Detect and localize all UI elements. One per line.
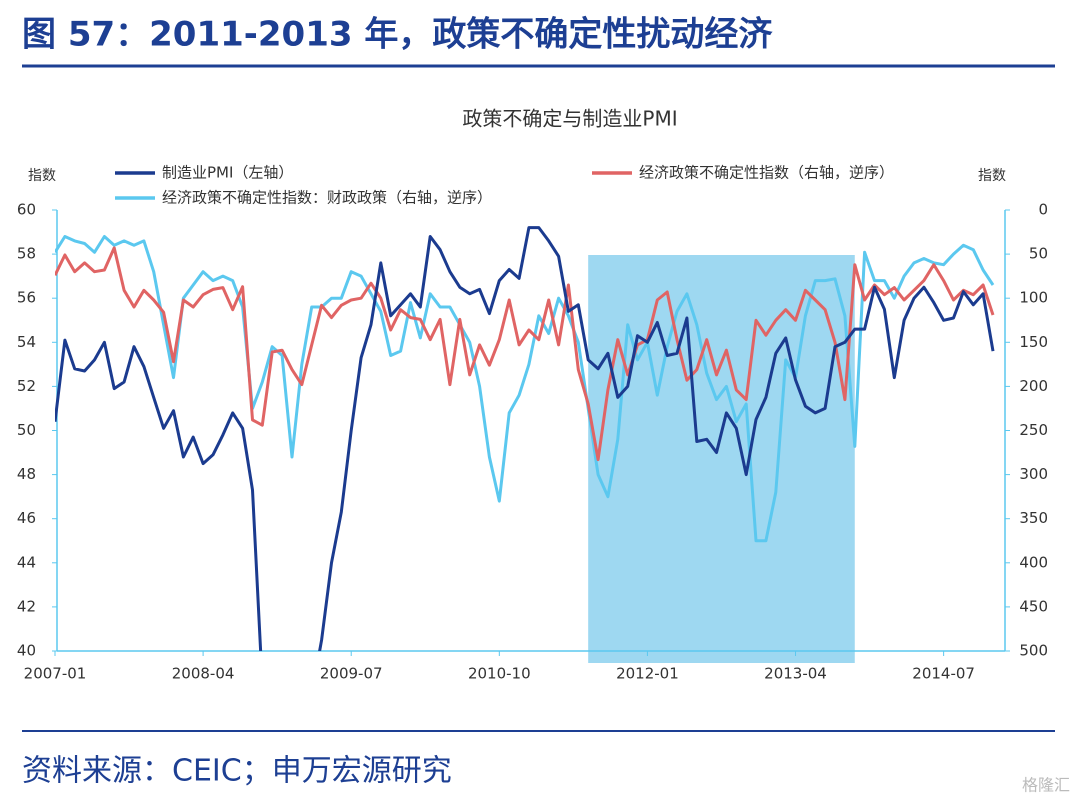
y-tick-label: 44 [17, 553, 36, 571]
x-tick-label: 2008-04 [172, 665, 235, 683]
y2-tick-label: 100 [1019, 289, 1048, 307]
y-tick-label: 56 [17, 289, 36, 307]
y2-tick-label: 450 [1019, 597, 1048, 615]
y2-tick-label: 500 [1019, 642, 1048, 660]
y2-axis-label: 指数 [978, 168, 1006, 184]
shaded-period [588, 255, 855, 663]
source: 资料来源：CEIC；申万宏源研究 [22, 754, 452, 789]
page-title: 图 57：2011-2013 年，政策不确定性扰动经济 [22, 15, 773, 55]
x-tick-label: 2010-10 [468, 665, 531, 683]
x-tick-label: 2009-07 [320, 665, 383, 683]
y-tick-label: 42 [17, 597, 36, 615]
y2-tick-label: 400 [1019, 553, 1048, 571]
y2-tick-label: 50 [1029, 245, 1048, 263]
series-line [55, 235, 995, 543]
x-tick-label: 2013-04 [764, 665, 827, 683]
y-tick-label: 52 [17, 377, 36, 395]
series-line [55, 226, 995, 651]
x-tick-label: 2014-07 [912, 665, 975, 683]
plot-area [55, 226, 995, 651]
y-tick-label: 54 [17, 333, 36, 351]
y-tick-label: 50 [17, 421, 36, 439]
y-tick-label: 46 [17, 509, 36, 527]
y2-tick-label: 350 [1019, 509, 1048, 527]
y-axis-label: 指数 [28, 168, 56, 184]
y-tick-label: 48 [17, 465, 36, 483]
y-tick-label: 40 [17, 642, 36, 660]
y-tick-label: 60 [17, 201, 36, 219]
y2-tick-label: 0 [1038, 201, 1048, 219]
watermark: 格隆汇 [1022, 776, 1070, 795]
y2-tick-label: 300 [1019, 465, 1048, 483]
x-tick-label: 2007-01 [24, 665, 87, 683]
legend-label: 经济政策不确定性指数（右轴，逆序） [639, 164, 894, 182]
y2-tick-label: 150 [1019, 333, 1048, 351]
y2-tick-label: 200 [1019, 377, 1048, 395]
series-line [55, 246, 995, 462]
chart-title: 政策不确定与制造业PMI [462, 107, 677, 131]
y-tick-label: 58 [17, 245, 36, 263]
legend-label: 制造业PMI（左轴） [162, 164, 293, 182]
y2-tick-label: 250 [1019, 421, 1048, 439]
legend-label: 经济政策不确定性指数：财政政策（右轴，逆序） [162, 189, 492, 207]
x-tick-label: 2012-01 [616, 665, 679, 683]
